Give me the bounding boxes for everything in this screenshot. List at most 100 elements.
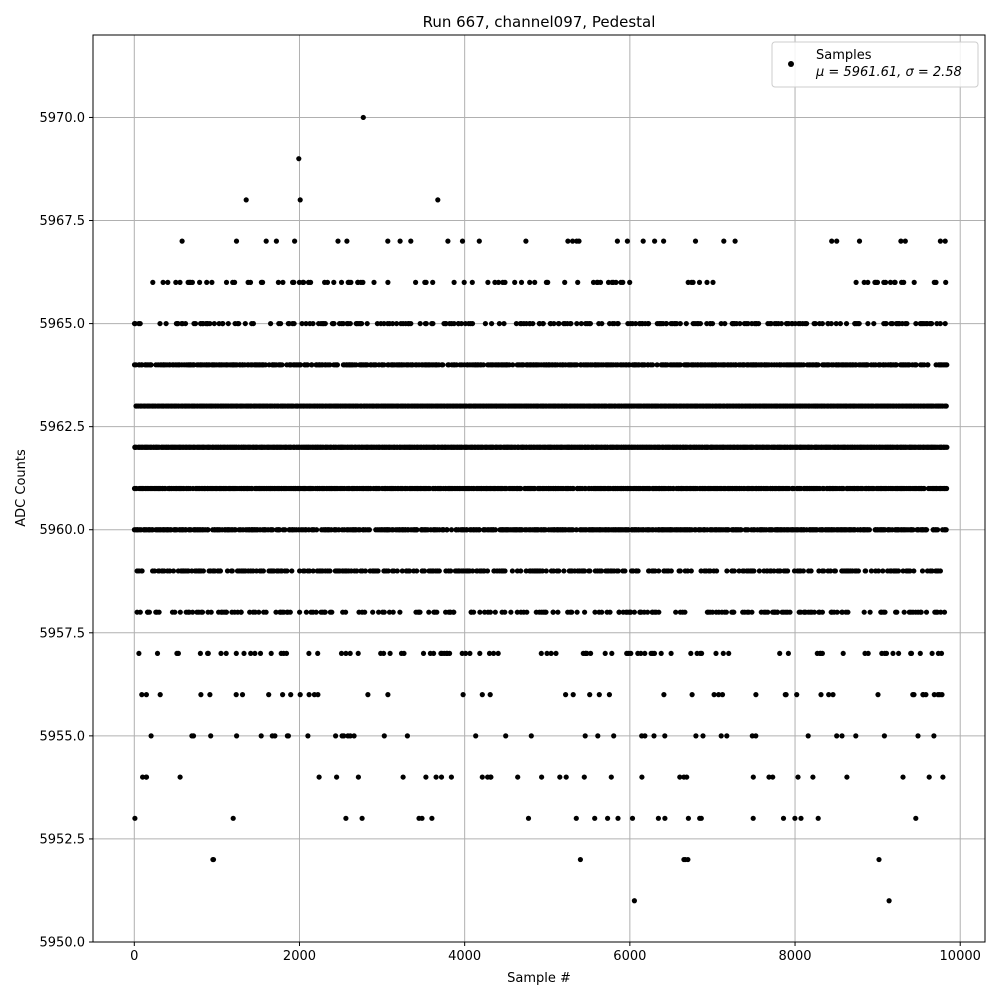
data-point	[414, 568, 420, 574]
data-point	[385, 568, 391, 574]
data-point	[233, 692, 239, 698]
data-point	[136, 650, 142, 657]
data-point	[315, 692, 321, 698]
data-point	[351, 733, 357, 739]
data-point	[218, 650, 224, 657]
data-point	[476, 527, 482, 533]
data-point	[448, 568, 454, 574]
data-point	[197, 650, 203, 657]
data-point	[524, 609, 530, 615]
data-point	[556, 568, 562, 574]
data-point	[510, 362, 516, 368]
data-point	[338, 279, 345, 285]
data-point	[347, 320, 353, 327]
data-point	[656, 568, 662, 574]
data-point	[765, 609, 771, 615]
data-point	[642, 650, 648, 657]
data-point	[440, 362, 446, 368]
data-point	[523, 238, 529, 244]
data-point	[492, 279, 498, 285]
data-point	[611, 733, 617, 739]
data-point	[385, 238, 391, 244]
data-point	[397, 238, 403, 244]
legend-label: Samples	[816, 48, 872, 63]
data-point	[301, 279, 307, 285]
data-point	[834, 238, 840, 244]
data-point	[322, 609, 328, 615]
data-point	[777, 650, 783, 657]
data-point	[139, 568, 145, 574]
data-point	[501, 320, 507, 327]
data-point	[340, 320, 346, 327]
data-point	[334, 362, 340, 368]
data-point	[165, 279, 171, 285]
data-point	[925, 362, 931, 368]
data-point	[487, 609, 493, 615]
data-point	[273, 609, 279, 615]
data-point	[313, 609, 319, 615]
data-point	[426, 609, 432, 615]
x-tick-label: 10000	[940, 949, 981, 964]
data-point	[785, 568, 791, 574]
data-point	[805, 733, 811, 739]
data-point	[570, 527, 576, 533]
data-point	[343, 650, 349, 657]
data-point	[420, 650, 427, 657]
data-point	[387, 650, 393, 657]
data-point	[137, 320, 143, 327]
data-point	[674, 320, 680, 327]
data-point	[390, 320, 396, 327]
data-point	[901, 609, 907, 615]
data-point	[919, 568, 926, 574]
data-point	[359, 320, 365, 327]
data-point	[652, 238, 658, 244]
data-point	[150, 279, 156, 285]
data-point	[661, 238, 667, 244]
data-point	[561, 568, 567, 574]
data-point	[376, 609, 382, 615]
data-point	[175, 650, 181, 657]
data-point	[197, 279, 203, 285]
data-point	[258, 733, 264, 739]
data-point	[736, 568, 742, 574]
data-point	[766, 774, 772, 780]
data-point	[471, 609, 477, 615]
data-point	[489, 320, 495, 327]
legend-stats: μ = 5961.61, σ = 2.58	[815, 65, 962, 80]
data-point	[257, 650, 264, 657]
data-point	[624, 238, 631, 244]
data-point	[592, 609, 598, 615]
data-point	[913, 362, 919, 368]
data-point	[640, 238, 646, 244]
data-point	[926, 774, 932, 780]
data-point	[800, 568, 807, 574]
data-point	[866, 527, 873, 533]
data-point	[276, 527, 283, 533]
data-point	[868, 568, 875, 574]
data-point	[408, 238, 414, 244]
data-point	[577, 856, 584, 863]
data-point	[780, 815, 787, 821]
data-point	[783, 692, 789, 698]
data-point	[555, 609, 561, 615]
data-point	[198, 692, 204, 698]
data-point	[898, 238, 904, 244]
data-point	[693, 733, 699, 739]
data-point	[704, 279, 710, 285]
data-point	[208, 609, 214, 615]
data-point	[887, 279, 894, 285]
data-point	[175, 320, 181, 327]
data-point	[469, 279, 475, 285]
data-point	[447, 650, 453, 657]
data-point	[314, 527, 320, 533]
data-point	[871, 320, 877, 327]
data-point	[553, 650, 559, 657]
data-point	[242, 320, 248, 327]
data-point	[359, 815, 365, 821]
data-point	[371, 279, 377, 285]
data-point	[718, 320, 724, 327]
data-point	[540, 320, 546, 327]
data-point	[723, 609, 730, 615]
data-point	[883, 320, 889, 327]
data-point	[502, 609, 508, 615]
